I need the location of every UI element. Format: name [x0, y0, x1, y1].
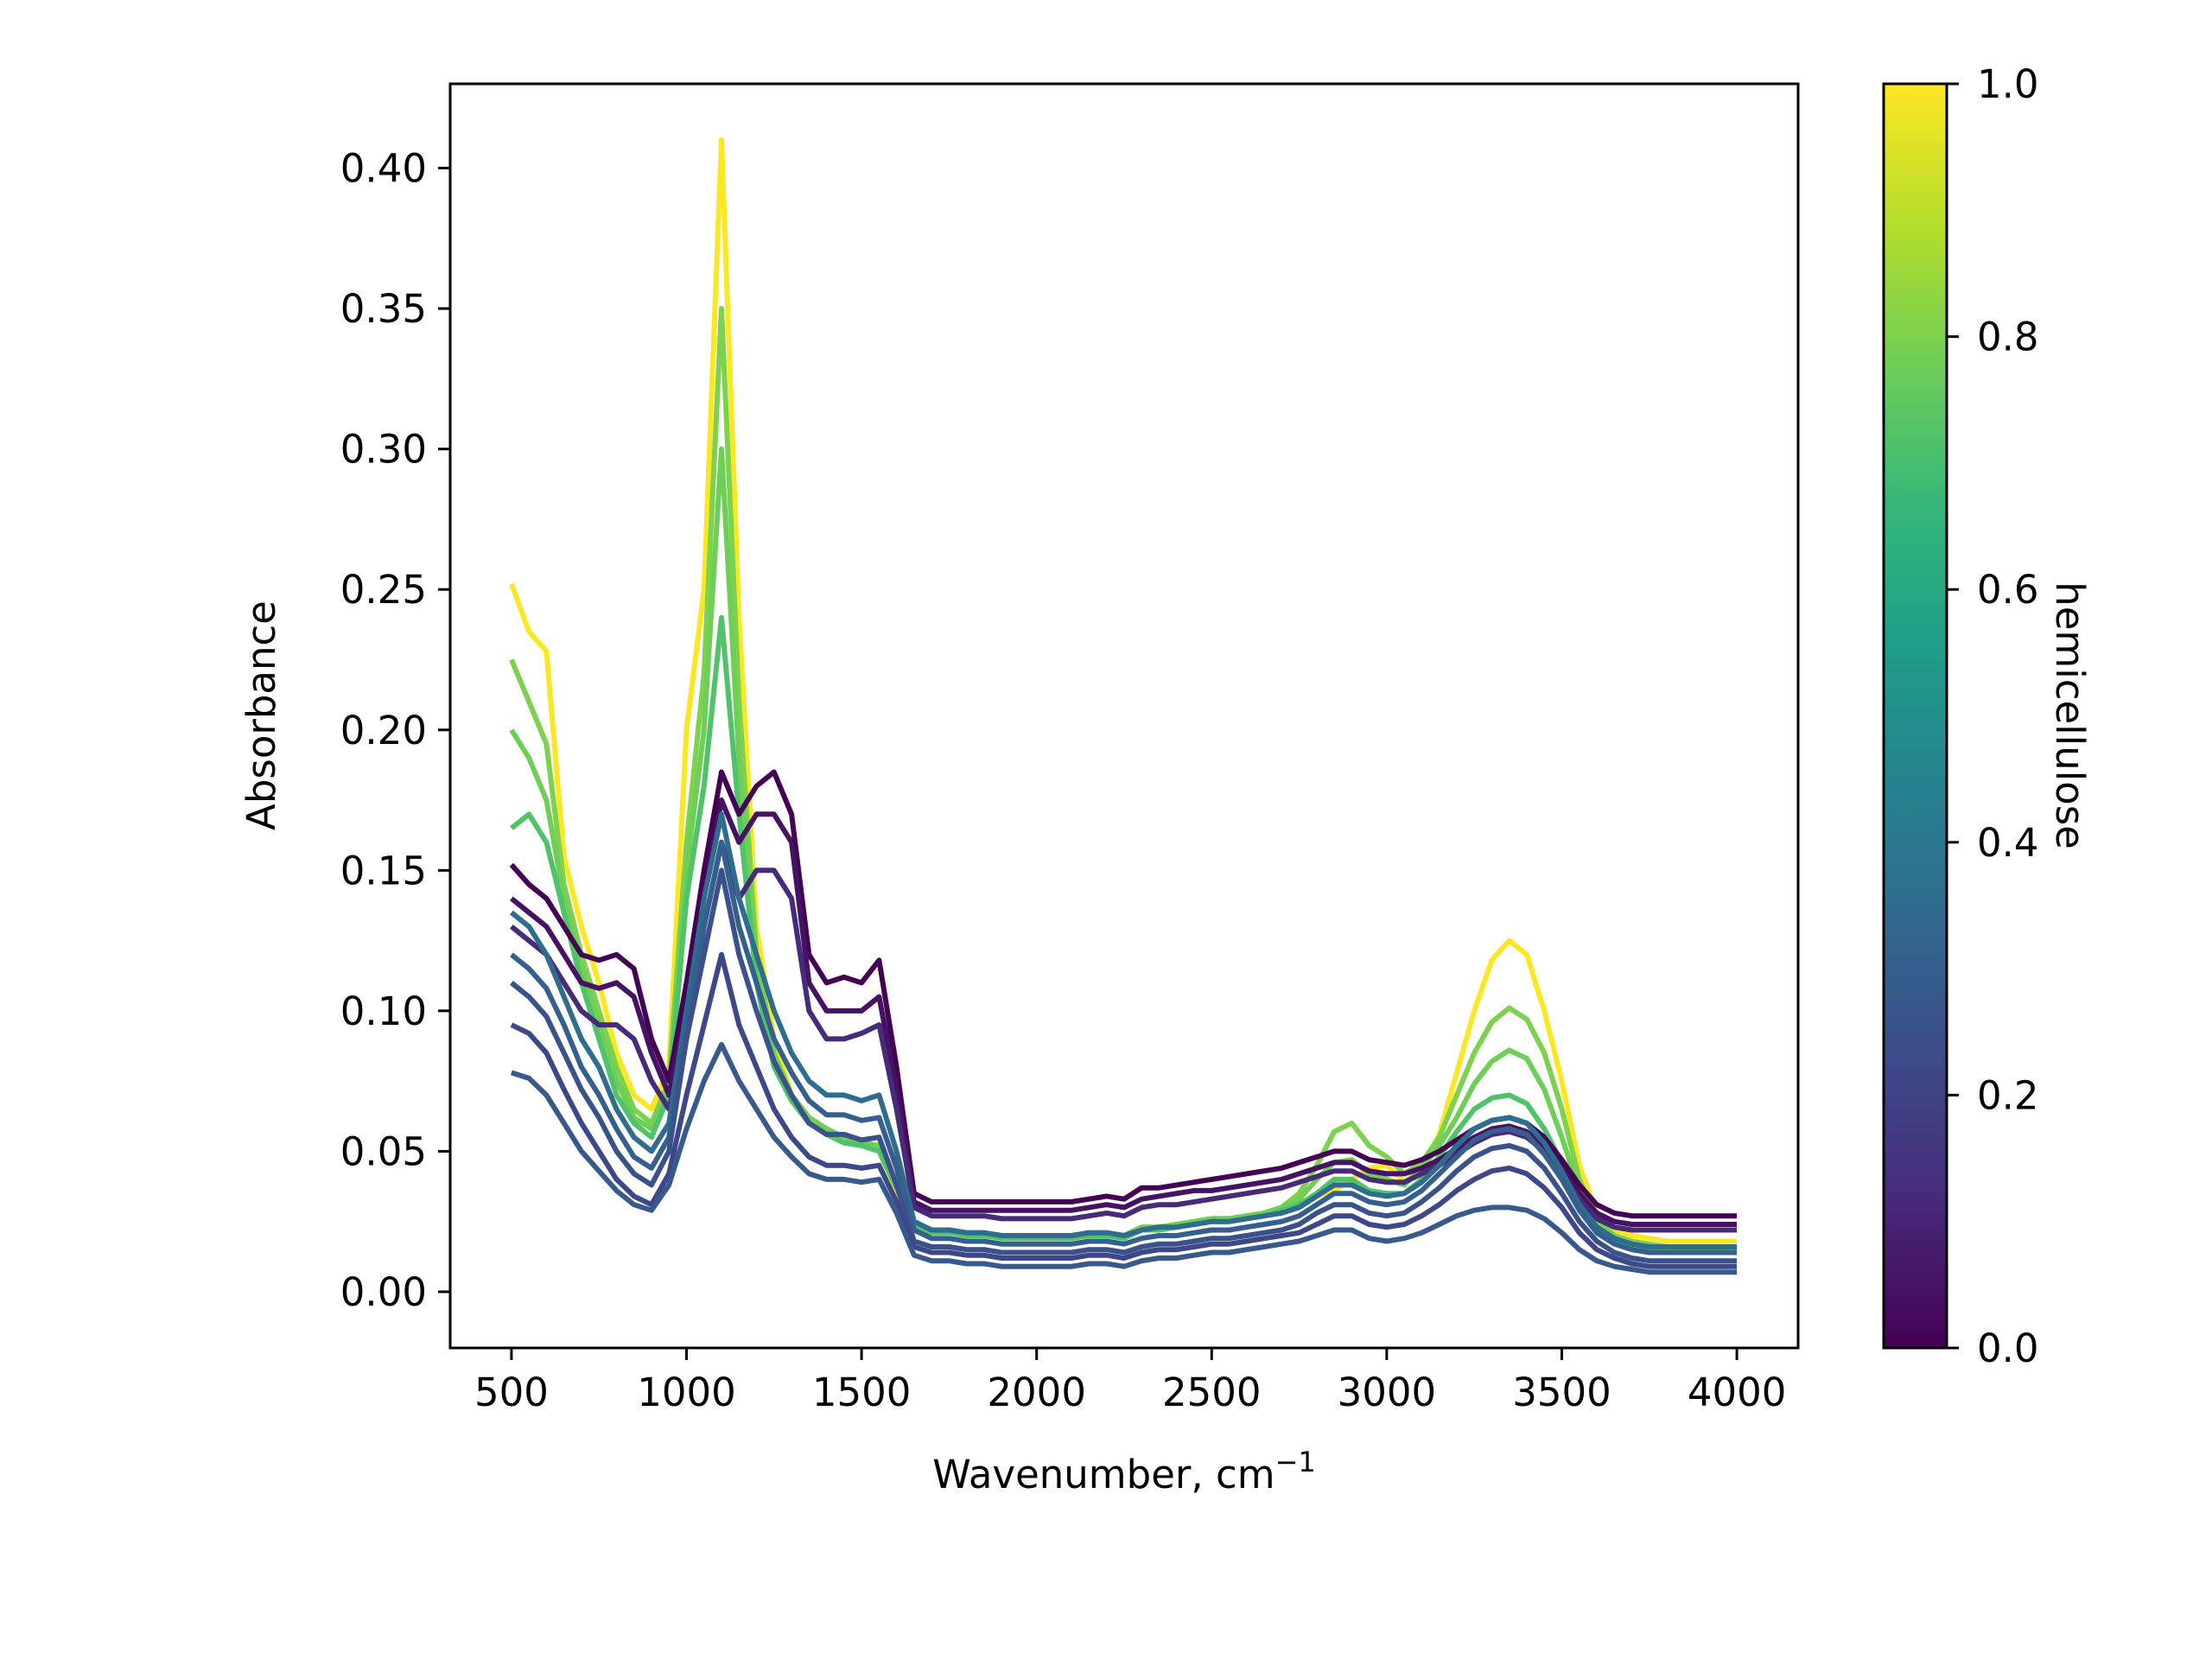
y-tick-label: 0.00	[340, 1269, 427, 1315]
colorbar-frame	[1882, 82, 1948, 1350]
colorbar-ticks: 0.0 0.2 0.4 0.6 0.8 1.0	[1947, 61, 2039, 1371]
x-axis-ticks: 500 1000 1500 2000 2500 3000 3500 4000	[474, 1348, 1786, 1415]
y-axis-label: Absorbance	[238, 601, 284, 830]
y-tick-label: 0.25	[340, 567, 427, 613]
y-tick-label: 0.35	[340, 286, 427, 332]
x-tick-label: 4000	[1688, 1370, 1787, 1415]
x-axis-label: Wavenumber, cm−1	[932, 1446, 1316, 1497]
spectrum-line	[510, 614, 1738, 1255]
x-tick-label: 500	[474, 1370, 549, 1415]
y-tick-label: 0.05	[340, 1128, 427, 1174]
colorbar-label: hemicellulose	[2047, 582, 2093, 849]
y-tick-label: 0.20	[340, 708, 427, 753]
colorbar-tick-label: 0.0	[1977, 1325, 2039, 1371]
spectrum-line	[510, 839, 1738, 1255]
x-axis-label-superscript: −1	[1275, 1446, 1316, 1478]
spectrum-line	[510, 1041, 1738, 1275]
y-axis-ticks: 0.00 0.05 0.10 0.15 0.20 0.25 0.30 0.35 0.40	[340, 146, 450, 1315]
colorbar-tick-label: 0.2	[1977, 1072, 2039, 1118]
x-tick-label: 2000	[987, 1370, 1086, 1415]
spectrum-line	[510, 811, 1738, 1249]
colorbar-tick-label: 1.0	[1977, 61, 2039, 107]
plot-area-frame	[448, 82, 1800, 1350]
y-tick-label: 0.30	[340, 427, 427, 473]
spectra-series-group	[509, 137, 1738, 1275]
x-tick-label: 1000	[637, 1370, 736, 1415]
colorbar-tick-label: 0.6	[1977, 567, 2039, 613]
colorbar-tick-label: 0.4	[1977, 820, 2039, 866]
spectrum-line	[510, 868, 1738, 1264]
x-tick-label: 2500	[1162, 1370, 1262, 1415]
x-tick-label: 3000	[1338, 1370, 1437, 1415]
x-tick-label: 1500	[812, 1370, 912, 1415]
x-tick-label: 3500	[1512, 1370, 1611, 1415]
spectrum-line	[510, 951, 1738, 1269]
y-tick-label: 0.15	[340, 848, 427, 893]
y-tick-label: 0.10	[340, 988, 427, 1034]
colorbar	[1884, 84, 1947, 1348]
y-tick-label: 0.40	[340, 146, 427, 192]
colorbar-tick-label: 0.8	[1977, 315, 2039, 360]
